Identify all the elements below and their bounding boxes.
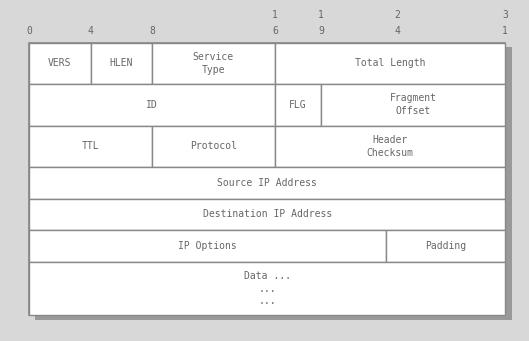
Bar: [29, 43, 505, 315]
Text: 1: 1: [318, 10, 324, 20]
Text: 9: 9: [318, 26, 324, 36]
Bar: [29, 43, 90, 84]
Text: 1: 1: [272, 10, 278, 20]
Text: Data ...
...
...: Data ... ... ...: [244, 271, 290, 307]
Text: Source IP Address: Source IP Address: [217, 178, 317, 188]
Bar: [29, 167, 505, 199]
Text: Service
Type: Service Type: [193, 52, 234, 75]
Text: HLEN: HLEN: [110, 58, 133, 68]
Text: 2: 2: [395, 10, 400, 20]
Bar: [275, 125, 505, 167]
Text: ID: ID: [146, 100, 158, 110]
Text: VERS: VERS: [48, 58, 71, 68]
Text: 6: 6: [272, 26, 278, 36]
Text: 4: 4: [395, 26, 400, 36]
Text: 8: 8: [149, 26, 155, 36]
Bar: [152, 125, 275, 167]
Text: 0: 0: [26, 26, 32, 36]
Text: FLG: FLG: [289, 100, 307, 110]
Text: TTL: TTL: [81, 141, 99, 151]
Bar: [29, 125, 152, 167]
Text: Destination IP Address: Destination IP Address: [203, 209, 332, 220]
Bar: [152, 43, 275, 84]
Bar: [386, 230, 505, 262]
Text: Padding: Padding: [425, 241, 466, 251]
Text: Header
Checksum: Header Checksum: [367, 135, 414, 158]
Bar: [275, 84, 321, 125]
Text: 4: 4: [88, 26, 94, 36]
Text: Total Length: Total Length: [355, 58, 425, 68]
Bar: [275, 43, 505, 84]
Text: IP Options: IP Options: [178, 241, 237, 251]
Text: Protocol: Protocol: [190, 141, 237, 151]
Text: 1: 1: [502, 26, 508, 36]
Bar: [35, 47, 512, 320]
Bar: [90, 43, 152, 84]
Bar: [29, 230, 386, 262]
Bar: [29, 262, 505, 315]
Bar: [321, 84, 505, 125]
Bar: [29, 199, 505, 230]
Bar: [29, 84, 275, 125]
Text: Fragment
Offset: Fragment Offset: [389, 93, 436, 116]
Text: 3: 3: [502, 10, 508, 20]
